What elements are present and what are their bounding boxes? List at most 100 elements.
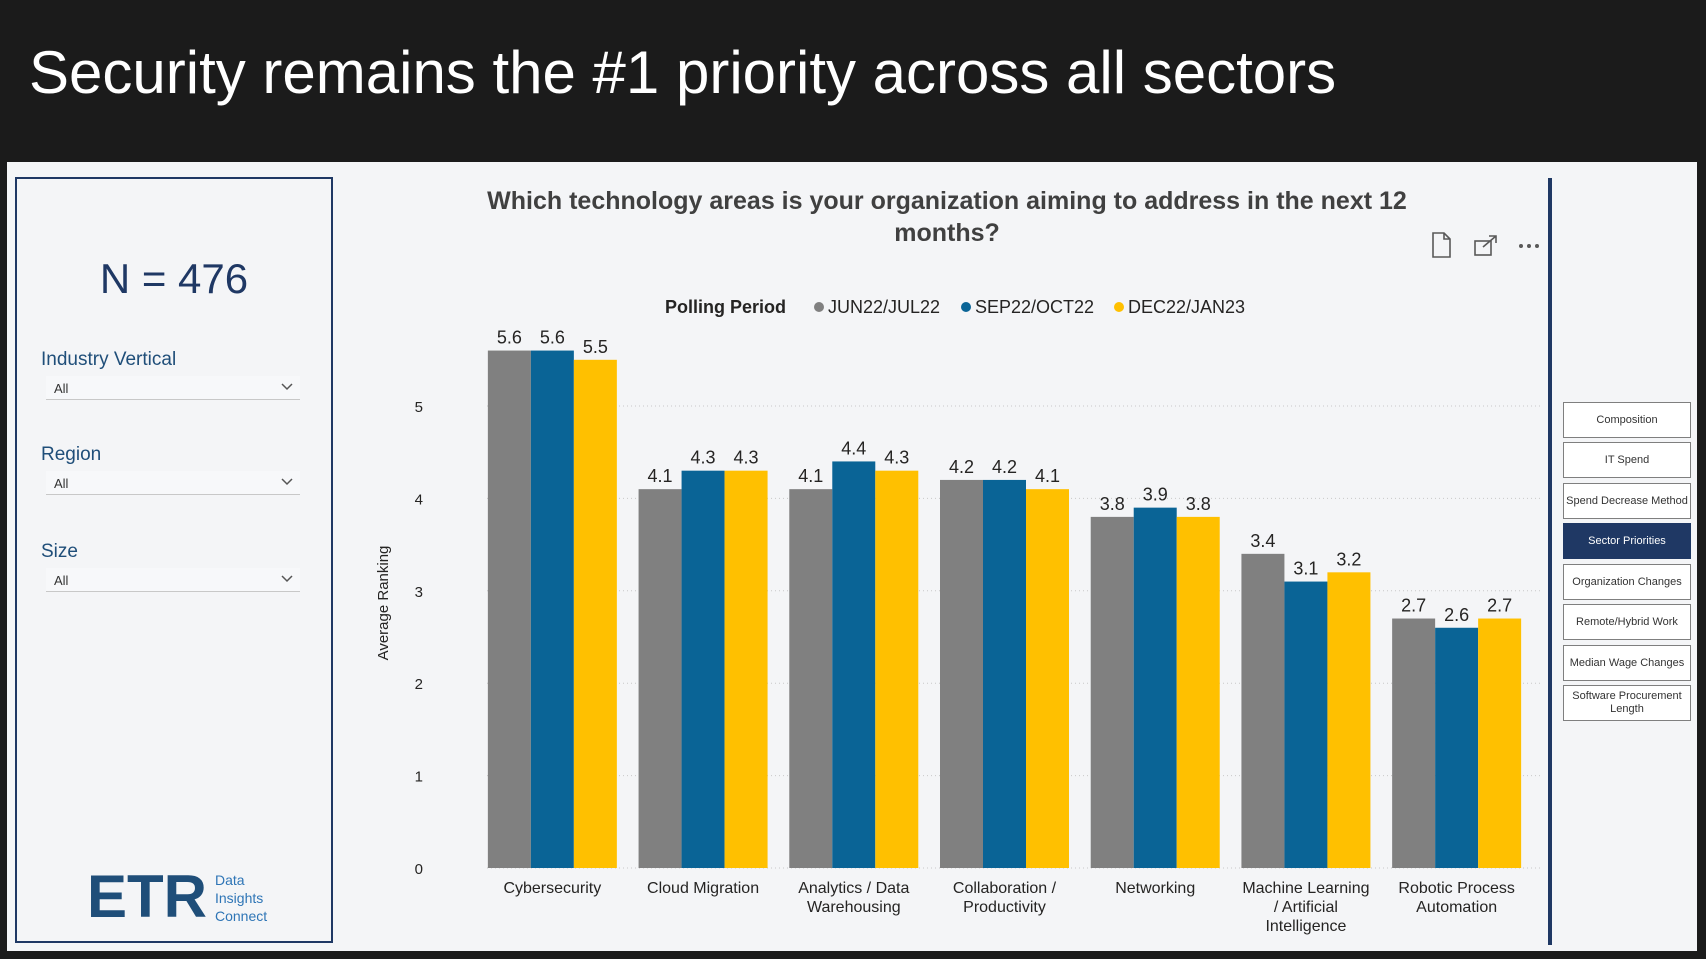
chart-legend: Polling Period JUN22/JUL22 SEP22/OCT22 DEC2…: [665, 297, 1245, 317]
x-tick-label-line: Intelligence: [1265, 918, 1346, 935]
size-label: Size: [41, 541, 78, 562]
nav-button-composition[interactable]: Composition: [1563, 402, 1691, 438]
industry-vertical-dropdown[interactable]: All: [46, 376, 300, 400]
chart-title-line: Which technology areas is your organizat…: [487, 187, 1407, 215]
bar[interactable]: [1026, 489, 1069, 868]
data-label: 4.1: [648, 466, 673, 486]
bar[interactable]: [1435, 627, 1479, 868]
data-label: 5.5: [583, 337, 608, 357]
x-tick-label: Cybersecurity: [503, 880, 601, 897]
bar[interactable]: [875, 470, 919, 868]
logo-line-1: Data: [215, 872, 245, 888]
y-axis: 0 1 2 3 4 5: [415, 399, 423, 878]
nav-button-software-procurement-length[interactable]: Software Procurement Length: [1563, 685, 1691, 721]
bar[interactable]: [1241, 553, 1285, 868]
x-tick-label-line: Warehousing: [807, 899, 901, 916]
x-tick-label-line: Robotic Process: [1398, 880, 1515, 897]
x-tick-label-line: Productivity: [963, 899, 1046, 916]
data-label: 3.2: [1336, 549, 1361, 569]
data-label: 5.6: [540, 328, 565, 348]
bar[interactable]: [724, 470, 768, 868]
bar[interactable]: [789, 489, 833, 868]
x-tick-label-line: Collaboration /: [953, 880, 1057, 897]
y-tick-label: 5: [415, 399, 423, 416]
x-tick-label: Cloud Migration: [647, 880, 759, 897]
bar[interactable]: [1284, 581, 1328, 868]
x-tick-label-line: Automation: [1416, 899, 1497, 916]
bar[interactable]: [1176, 516, 1220, 868]
y-tick-label: 4: [415, 491, 423, 508]
y-tick-label: 0: [415, 861, 423, 878]
dashboard-panel: N = 476 Industry Vertical All Region All…: [7, 162, 1697, 951]
bar[interactable]: [1133, 507, 1177, 868]
x-tick-label-line: Machine Learning: [1242, 880, 1369, 897]
legend-marker: [1114, 302, 1124, 312]
data-label: 4.3: [691, 448, 716, 468]
bar[interactable]: [1327, 572, 1371, 868]
nav-button-it-spend[interactable]: IT Spend: [1563, 442, 1691, 478]
chart-title: Which technology areas is your organizat…: [487, 187, 1407, 247]
data-label: 2.7: [1401, 596, 1426, 616]
x-tick-label-line: Cybersecurity: [503, 880, 601, 897]
nav-button-spend-decrease-method[interactable]: Spend Decrease Method: [1563, 483, 1691, 519]
nav-button-median-wage-changes[interactable]: Median Wage Changes: [1563, 645, 1691, 681]
region-label: Region: [41, 444, 102, 465]
bar[interactable]: [832, 461, 876, 868]
chevron-down-icon: [281, 478, 293, 486]
data-label: 4.1: [798, 466, 823, 486]
region-value: All: [54, 476, 69, 491]
data-label: 4.2: [949, 457, 974, 477]
size-dropdown[interactable]: All: [46, 568, 300, 592]
data-label: 3.8: [1186, 494, 1211, 514]
page-icon[interactable]: [1432, 232, 1451, 258]
bar[interactable]: [1392, 618, 1436, 868]
size-value: All: [54, 573, 69, 588]
etr-logo: ETR Data Insights Connect: [87, 867, 267, 927]
filter-panel: N = 476 Industry Vertical All Region All…: [15, 177, 333, 943]
chart-title-line: months?: [894, 219, 1000, 247]
x-tick-label: Robotic Process Automation: [1398, 880, 1515, 916]
data-label: 4.4: [841, 438, 866, 458]
nav-button-remote-hybrid-work[interactable]: Remote/Hybrid Work: [1563, 604, 1691, 640]
x-tick-label: Collaboration / Productivity: [953, 880, 1057, 916]
focus-mode-icon[interactable]: [1474, 235, 1497, 256]
data-label: 4.3: [734, 448, 759, 468]
x-tick-label: Analytics / Data Warehousing: [798, 880, 909, 916]
bar[interactable]: [573, 359, 617, 868]
bar[interactable]: [1478, 618, 1522, 868]
slide-title: Security remains the #1 priority across …: [29, 39, 1337, 106]
data-label: 3.8: [1100, 494, 1125, 514]
bar[interactable]: [1090, 516, 1134, 868]
bar[interactable]: [638, 489, 682, 868]
region-dropdown[interactable]: All: [46, 471, 300, 495]
chevron-down-icon: [281, 575, 293, 583]
bar[interactable]: [940, 479, 983, 868]
bar[interactable]: [530, 350, 574, 868]
legend-title: Polling Period: [665, 297, 786, 317]
y-axis-title: Average Ranking: [375, 546, 392, 661]
sample-size-label: N = 476: [99, 255, 249, 302]
x-tick-label-line: Networking: [1115, 880, 1195, 897]
x-tick-label: Machine Learning / Artificial Intelligence: [1242, 880, 1369, 935]
more-options-icon[interactable]: [1519, 244, 1539, 248]
x-tick-label-line: Cloud Migration: [647, 880, 759, 897]
x-axis: Cybersecurity Cloud Migration Analytics / …: [503, 880, 1514, 935]
nav-button-organization-changes[interactable]: Organization Changes: [1563, 564, 1691, 600]
x-tick-label-line: / Artificial: [1274, 899, 1338, 916]
data-label: 2.7: [1487, 596, 1512, 616]
bar[interactable]: [681, 470, 725, 868]
data-label: 3.9: [1143, 485, 1168, 505]
data-label: 4.1: [1035, 466, 1060, 486]
data-label: 5.6: [497, 328, 522, 348]
nav-divider: [1548, 178, 1552, 945]
bar[interactable]: [487, 350, 531, 868]
data-label: 3.1: [1293, 559, 1318, 579]
industry-vertical-value: All: [54, 381, 69, 396]
y-tick-label: 1: [415, 769, 423, 786]
x-tick-label: Networking: [1115, 880, 1195, 897]
nav-button-sector-priorities[interactable]: Sector Priorities: [1563, 523, 1691, 559]
data-label: 4.2: [992, 457, 1017, 477]
bar[interactable]: [983, 479, 1026, 868]
legend-marker: [961, 302, 971, 312]
bars: 5.6 5.6 5.5 4.1 4.3 4.3 4.1 4.4 4.3 4.2 4.2 4.1 3.8 3…: [487, 328, 1522, 868]
